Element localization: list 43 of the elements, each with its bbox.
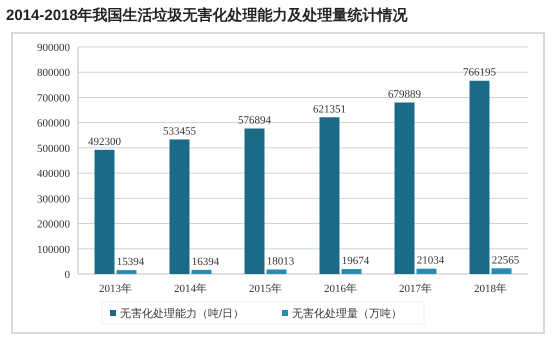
- y-tick-label: 700000: [37, 92, 70, 104]
- y-tick-label: 0: [64, 269, 70, 281]
- chart-title: 2014-2018年我国生活垃圾无害化处理能力及处理量统计情况: [6, 6, 409, 24]
- x-tick-label: 2015年: [249, 283, 282, 295]
- bar: [470, 80, 490, 274]
- bar: [116, 270, 136, 274]
- legend-label: 无害化处理量（万吨）: [292, 307, 402, 320]
- y-tick-label: 200000: [37, 218, 70, 231]
- y-tick-label: 300000: [37, 193, 70, 206]
- x-tick-label: 2016年: [324, 283, 357, 295]
- y-tick-label: 100000: [37, 244, 70, 256]
- bar: [244, 128, 264, 274]
- data-label: 15394: [116, 256, 145, 268]
- y-tick-label: 600000: [37, 118, 70, 130]
- data-label: 621351: [313, 103, 346, 116]
- x-tick-label: 2018年: [474, 283, 507, 295]
- bar: [320, 117, 340, 274]
- data-label: 576894: [238, 114, 272, 126]
- bar: [342, 269, 362, 274]
- x-tick-label: 2017年: [399, 283, 432, 295]
- data-label: 679889: [388, 88, 422, 101]
- legend-label: 无害化处理能力（吨/日）: [120, 307, 244, 320]
- y-tick-label: 500000: [37, 142, 70, 155]
- x-tick-label: 2014年: [174, 283, 207, 295]
- bar: [394, 102, 414, 274]
- data-label: 766195: [463, 66, 496, 79]
- data-label: 533455: [163, 125, 196, 138]
- bar: [192, 270, 212, 274]
- bar: [492, 268, 512, 274]
- bar: [170, 139, 190, 274]
- data-label: 18013: [266, 255, 295, 268]
- data-label: 22565: [492, 254, 520, 266]
- y-tick-label: 400000: [37, 168, 70, 180]
- y-tick-label: 900000: [37, 42, 70, 54]
- data-label: 492300: [88, 136, 122, 148]
- data-label: 19674: [342, 255, 370, 268]
- data-label: 16394: [192, 256, 220, 268]
- y-tick-label: 800000: [37, 67, 70, 80]
- data-label: 21034: [416, 254, 445, 267]
- x-tick-label: 2013年: [99, 283, 132, 295]
- bar: [94, 150, 114, 274]
- bar: [266, 269, 286, 274]
- bar: [416, 268, 436, 274]
